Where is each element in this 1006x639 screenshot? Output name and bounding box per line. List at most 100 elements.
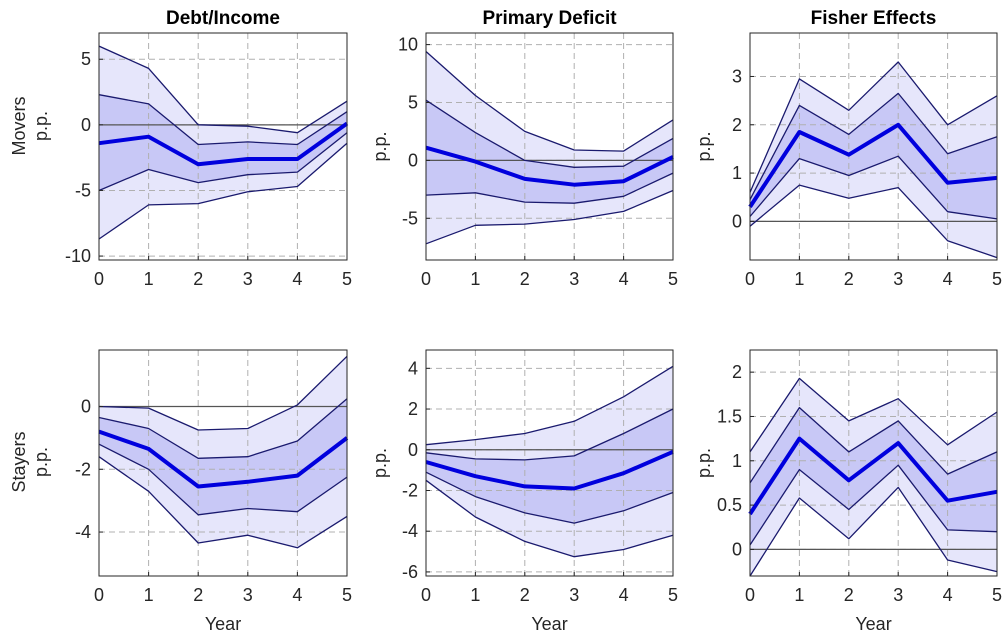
panel-title: Fisher Effects [811, 8, 937, 29]
upper-inner-line [98, 398, 348, 459]
y-axis-label: p.p. [694, 131, 714, 161]
x-tick-label: 5 [668, 585, 678, 605]
upper-inner-line [98, 94, 348, 146]
panel-5: 0 1 2 3 4 5 2 1.5 1 0.5 0 Year p.p. [694, 349, 1002, 634]
y-axis-label: p.p. [370, 131, 390, 161]
x-tick-label: 0 [94, 585, 104, 605]
inner-band [750, 407, 997, 545]
panel-0: 0 1 2 3 4 5 5 0 -5 -10 Debt/Income [65, 8, 352, 289]
y-tick-label: 10 [398, 35, 418, 55]
y-tick-label: 0 [408, 150, 418, 170]
lower-inner-line [749, 464, 998, 546]
y-tick-label: 0 [408, 440, 418, 460]
upper-outer-line [425, 51, 674, 152]
y-tick-label: -5 [402, 208, 418, 228]
row-label-line: p.p. [31, 447, 51, 477]
lower-inner-line [749, 155, 998, 220]
x-tick-label: 4 [943, 585, 953, 605]
upper-inner-line [749, 406, 998, 484]
upper-inner-line [425, 99, 674, 168]
y-tick-label: 1 [732, 163, 742, 183]
row-labels: Movers p.p.Stayers p.p. [9, 96, 51, 492]
lower-inner-line [98, 443, 348, 516]
y-tick-label: -6 [402, 562, 418, 582]
axes-box [749, 349, 998, 577]
x-tick-label: 0 [421, 269, 431, 289]
x-tick-label: 2 [844, 269, 854, 289]
lower-outer-line [98, 456, 348, 549]
x-tick-label: 0 [421, 585, 431, 605]
y-tick-label: -5 [75, 180, 91, 200]
y-tick-label: 2 [732, 115, 742, 135]
median-line [748, 436, 998, 516]
x-tick-label: 5 [992, 585, 1002, 605]
row-label-0: Movers p.p. [9, 96, 51, 155]
axes-box [98, 349, 348, 577]
y-tick-label: 0.5 [717, 495, 742, 515]
upper-inner-line [749, 92, 998, 200]
x-tick-label: 3 [893, 269, 903, 289]
axes-box [98, 32, 348, 261]
y-tick-label: 2 [732, 362, 742, 382]
inner-band [426, 100, 673, 204]
row-label-1: Stayers p.p. [9, 431, 51, 492]
y-tick-label: 5 [408, 92, 418, 112]
lower-outer-line [425, 479, 674, 558]
y-tick-label: 5 [81, 49, 91, 69]
median-line [425, 145, 674, 187]
y-tick-label: 0 [732, 211, 742, 231]
y-tick-label: -10 [65, 246, 91, 266]
y-tick-label: 2 [408, 399, 418, 419]
upper-outer-line [98, 45, 348, 134]
x-tick-label: 5 [668, 269, 678, 289]
x-tick-label: 1 [470, 585, 480, 605]
y-tick-label: 0 [81, 397, 91, 417]
y-tick-label: 0 [732, 539, 742, 559]
axes-box [425, 349, 674, 577]
median-line [425, 449, 674, 491]
lower-inner-line [98, 132, 348, 192]
y-axis-label: p.p. [370, 448, 390, 478]
x-tick-label: 2 [193, 269, 203, 289]
median-line [748, 122, 998, 209]
x-tick-label: 2 [193, 585, 203, 605]
x-tick-label: 1 [144, 585, 154, 605]
median-line [98, 429, 349, 489]
panel-title: Primary Deficit [482, 8, 617, 29]
x-tick-label: 0 [745, 585, 755, 605]
x-tick-label: 2 [844, 585, 854, 605]
y-tick-label: 0 [81, 115, 91, 135]
x-tick-label: 2 [520, 269, 530, 289]
x-tick-label: 3 [243, 585, 253, 605]
x-tick-label: 4 [292, 269, 302, 289]
panel-3: 0 1 2 3 4 5 0 -2 -4 Year [75, 349, 352, 634]
lower-outer-line [749, 486, 998, 577]
y-tick-label: -4 [75, 522, 91, 542]
upper-outer-line [749, 61, 998, 193]
axes-box [425, 32, 674, 261]
inner-band [426, 409, 673, 524]
inner-band [99, 398, 347, 515]
upper-outer-line [425, 365, 674, 446]
lower-outer-line [425, 189, 674, 245]
row-label-line: Movers [9, 96, 29, 155]
median-line [98, 121, 349, 167]
panel-2: 0 1 2 3 4 5 3 2 1 0 Fisher Effects p.p. [694, 8, 1002, 289]
lower-inner-line [425, 471, 674, 524]
x-tick-label: 2 [520, 585, 530, 605]
x-tick-label: 3 [243, 269, 253, 289]
x-tick-label: 0 [745, 269, 755, 289]
x-tick-label: 4 [619, 269, 629, 289]
lower-outer-line [749, 184, 998, 259]
y-tick-label: 1 [732, 451, 742, 471]
x-tick-label: 5 [342, 585, 352, 605]
row-label-line: Stayers [9, 431, 29, 492]
upper-inner-line [425, 408, 674, 461]
upper-outer-line [749, 377, 998, 453]
x-axis-label: Year [205, 614, 241, 634]
upper-outer-line [98, 355, 348, 431]
x-tick-label: 4 [943, 269, 953, 289]
row-label-line: p.p. [31, 111, 51, 141]
y-tick-label: -2 [75, 459, 91, 479]
